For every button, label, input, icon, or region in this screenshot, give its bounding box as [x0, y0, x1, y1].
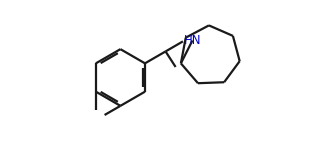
- Text: HN: HN: [184, 34, 201, 47]
